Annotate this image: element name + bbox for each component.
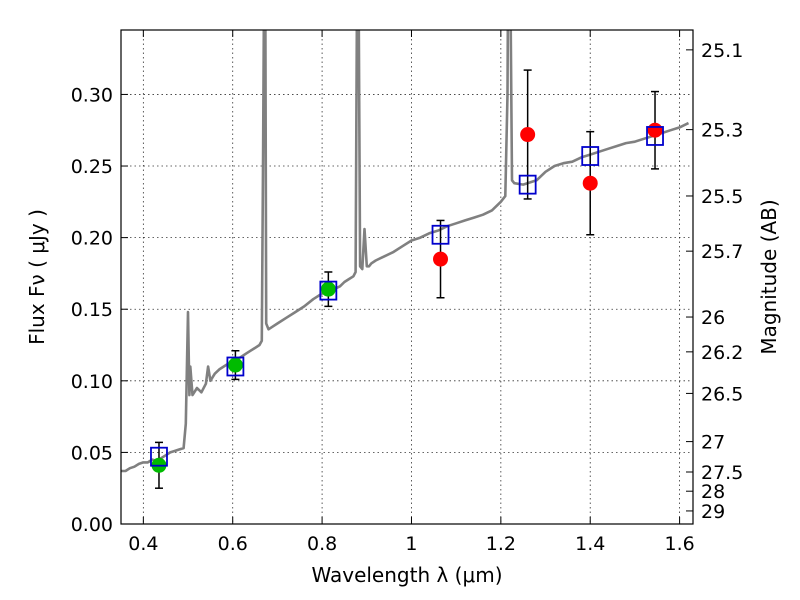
plot-frame (120, 29, 694, 525)
mag-tick-label: 27.5 (701, 462, 743, 484)
y-tick-label: 0.05 (71, 442, 113, 464)
model-photometry-box (646, 126, 664, 146)
tick-layer: 0.4 0.6 0.8 1 1.2 1.4 1.6 0.00 0.05 0.10 0.15 0.20 0… (71, 30, 743, 555)
model-photometry-box (518, 174, 537, 195)
x-tick-label: 0.4 (128, 533, 158, 555)
optical-data-point (227, 357, 243, 373)
y-tick-label: 0.10 (71, 371, 113, 393)
y-tick-label: 0.30 (71, 84, 113, 106)
mag-tick-label: 25.1 (701, 40, 743, 62)
model-photometry-box (226, 356, 245, 377)
model-photometry-box (581, 146, 600, 166)
nir-data-point (520, 127, 536, 143)
x-tick-label: 1.4 (575, 533, 605, 555)
mag-tick-label: 26.5 (701, 383, 743, 405)
nir-data-point (433, 251, 449, 267)
x-tick-label: 0.8 (307, 533, 337, 555)
plot-area (121, 30, 690, 489)
mag-tick-label: 28 (701, 481, 725, 503)
mag-tick-label: 25.7 (701, 241, 743, 263)
x-tick-label: 1.2 (486, 533, 516, 555)
mag-tick-label: 27 (701, 432, 725, 454)
x-axis-title: Wavelength λ (μm) (311, 563, 502, 587)
mag-tick-label: 26.2 (701, 342, 743, 364)
nir-data-point (647, 122, 663, 138)
mag-tick-label: 26 (701, 307, 725, 329)
right-axis-title: Magnitude (AB) (757, 199, 781, 354)
x-tick-label: 1.6 (664, 533, 694, 555)
y-tick-label: 0.00 (71, 514, 113, 536)
model-photometry-box (150, 446, 168, 467)
x-tick-label: 1 (405, 533, 417, 555)
y-tick-label: 0.15 (71, 299, 113, 321)
y-tick-label: 0.25 (71, 156, 113, 178)
optical-data-point (320, 281, 336, 297)
mag-tick-label: 29 (701, 501, 725, 523)
y-tick-label: 0.20 (71, 228, 113, 250)
x-tick-label: 0.6 (218, 533, 248, 555)
nir-data-point (582, 175, 598, 191)
spectrum-line (121, 30, 690, 473)
mag-tick-label: 25.5 (701, 186, 743, 208)
mag-tick-label: 25.3 (701, 120, 743, 142)
y-axis-title: Flux Fν ( μJy ) (25, 209, 49, 345)
model-photometry-box (431, 224, 450, 245)
model-photometry-box (319, 280, 338, 301)
